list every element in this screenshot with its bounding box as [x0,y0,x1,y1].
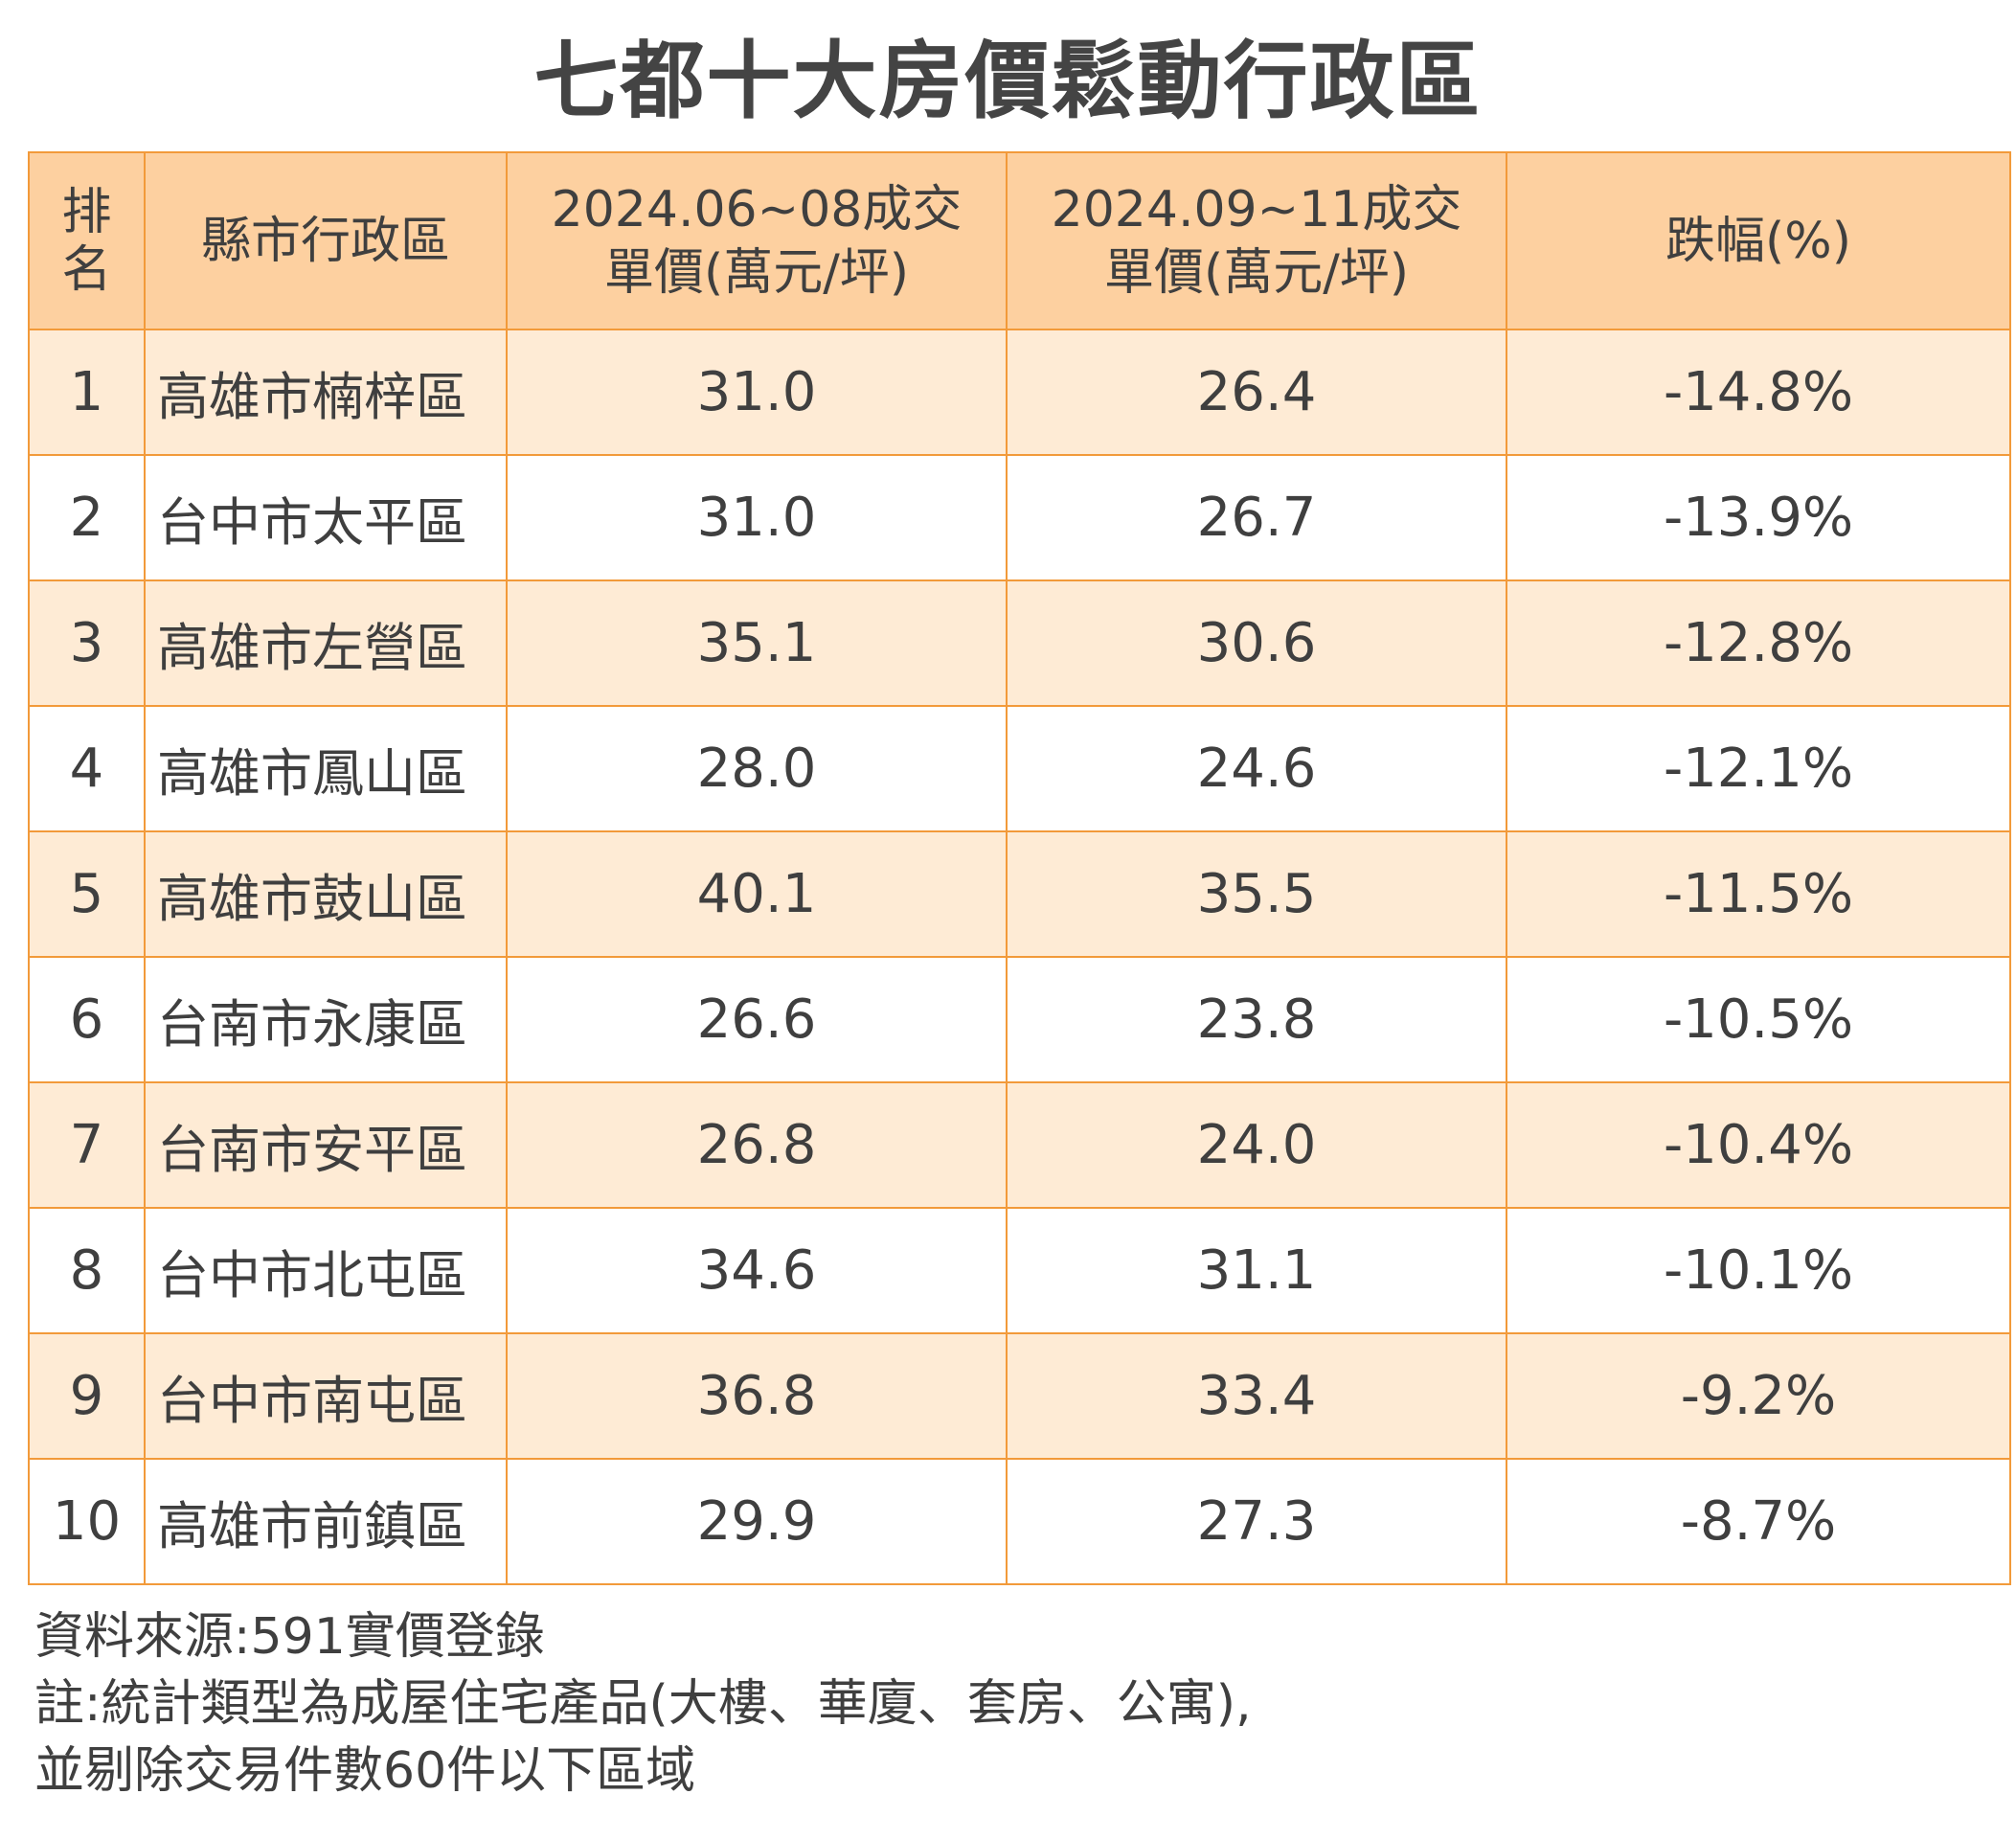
cell-period2: 26.7 [1006,454,1507,581]
cell-district: 高雄市鳳山區 [144,705,508,832]
price-decline-table: 排名 縣市行政區 2024.06~08成交單價(萬元/坪) 2024.09~11… [28,151,2011,1585]
cell-period1: 40.1 [506,830,1008,958]
cell-period1: 36.8 [506,1332,1008,1460]
footnote-line-2: 並剔除交易件數60件以下區域 [34,1742,696,1800]
cell-period1: 34.6 [506,1207,1008,1334]
cell-period2: 24.6 [1006,705,1507,832]
cell-period2: 30.6 [1006,579,1507,707]
header-change: 跌幅(%) [1506,151,2011,330]
cell-district: 高雄市楠梓區 [144,329,508,456]
header-period2-label: 2024.09~11成交單價(萬元/坪) [1051,180,1462,302]
table-row: 3 高雄市左營區 35.1 30.6 -12.8% [28,579,2011,707]
cell-period1: 31.0 [506,329,1008,456]
cell-rank: 3 [28,579,146,707]
cell-district: 台中市南屯區 [144,1332,508,1460]
cell-change: -8.7% [1506,1458,2011,1585]
table-row: 2 台中市太平區 31.0 26.7 -13.9% [28,454,2011,581]
cell-district: 高雄市前鎮區 [144,1458,508,1585]
cell-change: -13.9% [1506,454,2011,581]
cell-rank: 1 [28,329,146,456]
table-header-row: 排名 縣市行政區 2024.06~08成交單價(萬元/坪) 2024.09~11… [28,151,2011,330]
cell-change: -12.1% [1506,705,2011,832]
cell-period2: 33.4 [1006,1332,1507,1460]
cell-district: 高雄市鼓山區 [144,830,508,958]
notes: 資料來源:591實價登錄 註:統計類型為成屋住宅產品(大樓、華廈、套房、公寓),… [34,1603,1988,1805]
header-district: 縣市行政區 [144,151,508,330]
table-body: 1 高雄市楠梓區 31.0 26.4 -14.8% 2 台中市太平區 31.0 26.7 -13.… [28,329,2011,1585]
cell-district: 台南市安平區 [144,1081,508,1209]
header-period2: 2024.09~11成交單價(萬元/坪) [1006,151,1507,330]
cell-period2: 27.3 [1006,1458,1507,1585]
chart-title: 七都十大房價鬆動行政區 [533,32,1483,130]
cell-change: -12.8% [1506,579,2011,707]
cell-period2: 35.5 [1006,830,1507,958]
cell-change: -11.5% [1506,830,2011,958]
footnote-line-1: 註:統計類型為成屋住宅產品(大樓、華廈、套房、公寓), [34,1675,1252,1733]
table-row: 1 高雄市楠梓區 31.0 26.4 -14.8% [28,329,2011,456]
cell-change: -14.8% [1506,329,2011,456]
table-row: 5 高雄市鼓山區 40.1 35.5 -11.5% [28,830,2011,958]
cell-period2: 31.1 [1006,1207,1507,1334]
table-row: 7 台南市安平區 26.8 24.0 -10.4% [28,1081,2011,1209]
cell-rank: 4 [28,705,146,832]
cell-change: -10.5% [1506,956,2011,1083]
cell-change: -9.2% [1506,1332,2011,1460]
cell-rank: 7 [28,1081,146,1209]
header-rank-label: 排名 [61,183,112,299]
cell-period2: 26.4 [1006,329,1507,456]
header-district-label: 縣市行政區 [200,212,450,270]
source-note: 資料來源:591實價登錄 [34,1608,545,1666]
table-row: 4 高雄市鳳山區 28.0 24.6 -12.1% [28,705,2011,832]
cell-period1: 29.9 [506,1458,1008,1585]
table-row: 9 台中市南屯區 36.8 33.4 -9.2% [28,1332,2011,1460]
cell-change: -10.4% [1506,1081,2011,1209]
cell-rank: 9 [28,1332,146,1460]
cell-district: 台中市北屯區 [144,1207,508,1334]
cell-rank: 8 [28,1207,146,1334]
cell-period2: 23.8 [1006,956,1507,1083]
cell-rank: 6 [28,956,146,1083]
cell-district: 台中市太平區 [144,454,508,581]
header-period1: 2024.06~08成交單價(萬元/坪) [506,151,1008,330]
cell-period1: 26.8 [506,1081,1008,1209]
cell-period1: 31.0 [506,454,1008,581]
header-change-label: 跌幅(%) [1665,212,1851,270]
header-period1-label: 2024.06~08成交單價(萬元/坪) [551,180,963,302]
cell-change: -10.1% [1506,1207,2011,1334]
table-row: 6 台南市永康區 26.6 23.8 -10.5% [28,956,2011,1083]
cell-rank: 5 [28,830,146,958]
header-rank: 排名 [28,151,146,330]
cell-period1: 28.0 [506,705,1008,832]
cell-rank: 2 [28,454,146,581]
table-row: 10 高雄市前鎮區 29.9 27.3 -8.7% [28,1458,2011,1585]
table-row: 8 台中市北屯區 34.6 31.1 -10.1% [28,1207,2011,1334]
cell-rank: 10 [28,1458,146,1585]
cell-period1: 26.6 [506,956,1008,1083]
cell-district: 台南市永康區 [144,956,508,1083]
cell-district: 高雄市左營區 [144,579,508,707]
cell-period2: 24.0 [1006,1081,1507,1209]
cell-period1: 35.1 [506,579,1008,707]
